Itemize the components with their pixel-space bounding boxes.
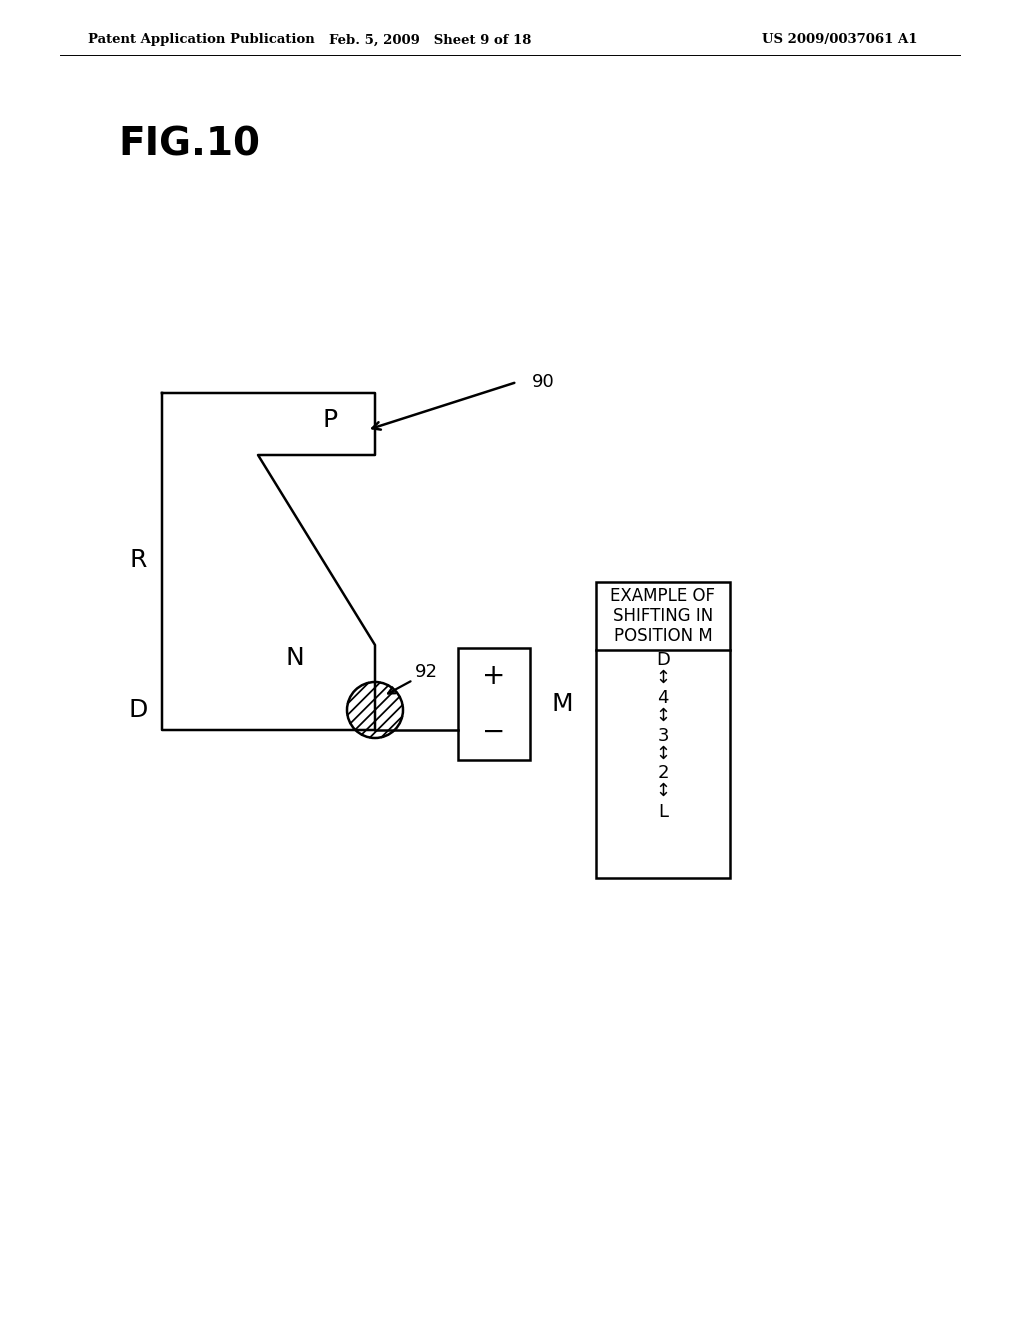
Bar	[458, 648, 530, 760]
Text: 2: 2	[657, 764, 669, 781]
Text: 90: 90	[532, 374, 555, 391]
Text: ↕: ↕	[655, 669, 671, 686]
Text: Patent Application Publication: Patent Application Publication	[88, 33, 314, 46]
Text: EXAMPLE OF: EXAMPLE OF	[610, 587, 716, 605]
Text: −: −	[482, 718, 506, 746]
Text: ↕: ↕	[655, 781, 671, 800]
Text: FIG.10: FIG.10	[118, 125, 260, 164]
Text: SHIFTING IN: SHIFTING IN	[613, 607, 713, 624]
Text: ↕: ↕	[655, 744, 671, 763]
Text: N: N	[286, 645, 304, 671]
Text: +: +	[482, 663, 506, 690]
Text: D: D	[656, 651, 670, 669]
Text: L: L	[658, 803, 668, 821]
Text: ↕: ↕	[655, 708, 671, 725]
Text: M: M	[552, 692, 573, 715]
Text: P: P	[323, 408, 338, 432]
Bar	[596, 582, 730, 878]
Text: 3: 3	[657, 727, 669, 744]
Text: Feb. 5, 2009   Sheet 9 of 18: Feb. 5, 2009 Sheet 9 of 18	[329, 33, 531, 46]
Text: D: D	[128, 698, 147, 722]
Text: 4: 4	[657, 689, 669, 708]
Text: US 2009/0037061 A1: US 2009/0037061 A1	[762, 33, 918, 46]
Text: POSITION M: POSITION M	[613, 627, 713, 645]
Text: 92: 92	[415, 663, 438, 681]
Text: R: R	[129, 548, 146, 572]
